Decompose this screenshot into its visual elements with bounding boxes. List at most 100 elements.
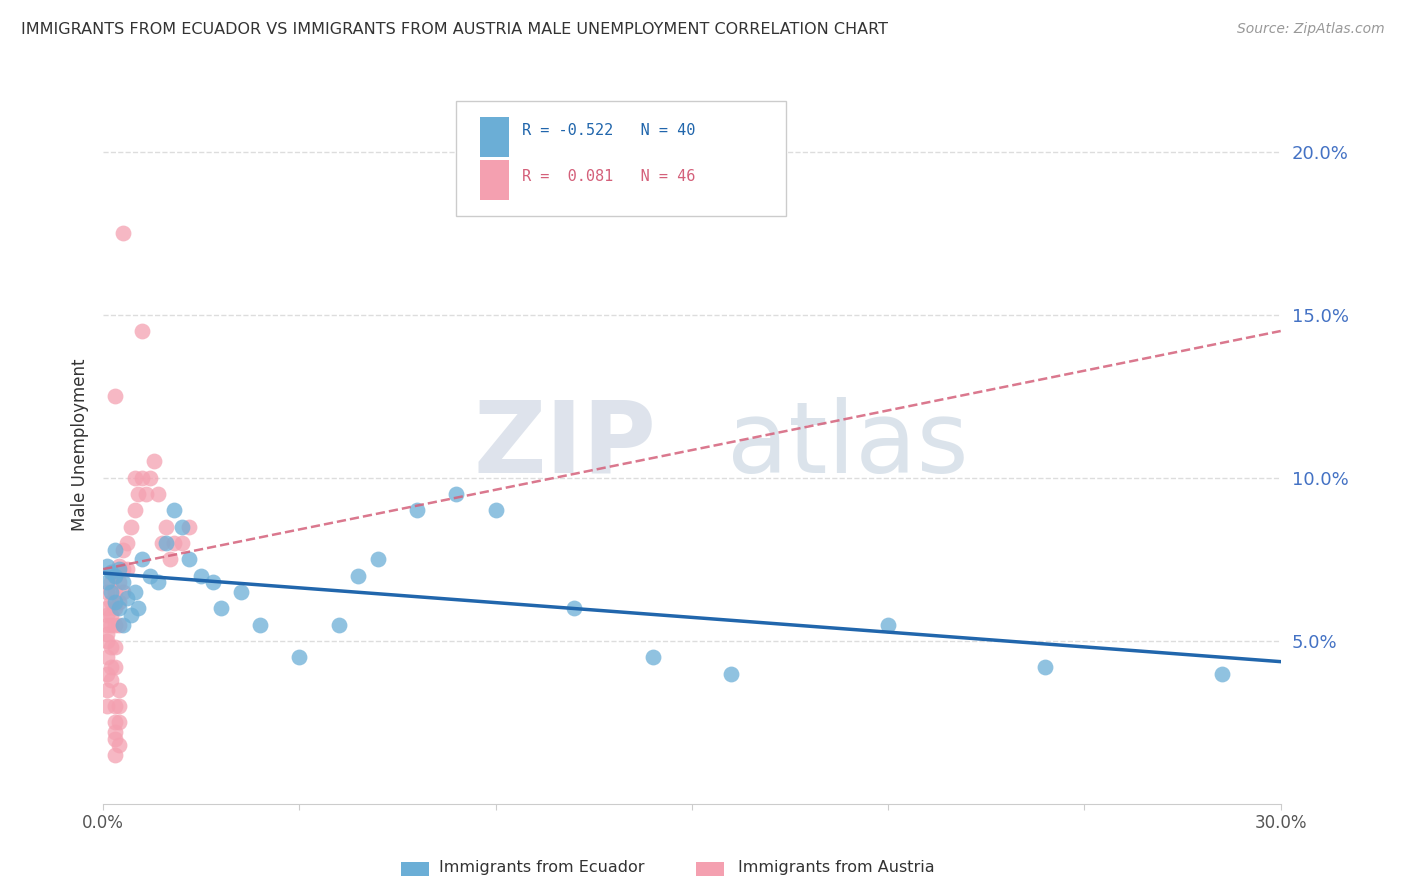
- Point: [135, 487, 157, 501]
- Point: [111, 617, 134, 632]
- Point: [131, 471, 153, 485]
- Point: [100, 617, 122, 632]
- Bar: [479, 117, 509, 157]
- Point: [120, 519, 142, 533]
- Point: [1033, 660, 1056, 674]
- Point: [229, 585, 252, 599]
- Point: [96, 575, 118, 590]
- Text: Immigrants from Austria: Immigrants from Austria: [738, 860, 935, 874]
- Text: IMMIGRANTS FROM ECUADOR VS IMMIGRANTS FROM AUSTRIA MALE UNEMPLOYMENT CORRELATION: IMMIGRANTS FROM ECUADOR VS IMMIGRANTS FR…: [21, 22, 889, 37]
- Point: [108, 739, 131, 753]
- Point: [170, 519, 193, 533]
- Point: [96, 627, 118, 641]
- Bar: [479, 161, 509, 200]
- Point: [115, 562, 138, 576]
- Point: [104, 595, 127, 609]
- Point: [96, 666, 118, 681]
- Point: [108, 558, 131, 573]
- Point: [347, 568, 370, 582]
- Point: [562, 601, 585, 615]
- Point: [159, 552, 181, 566]
- Point: [120, 607, 142, 622]
- Text: R = -0.522   N = 40: R = -0.522 N = 40: [523, 123, 696, 138]
- Point: [1211, 666, 1233, 681]
- Point: [127, 487, 149, 501]
- Point: [146, 575, 169, 590]
- Point: [170, 536, 193, 550]
- Point: [104, 542, 127, 557]
- Point: [163, 503, 186, 517]
- Text: R =  0.081   N = 46: R = 0.081 N = 46: [523, 169, 696, 185]
- Point: [100, 660, 122, 674]
- Point: [104, 731, 127, 746]
- Point: [104, 617, 127, 632]
- Point: [96, 699, 118, 714]
- Point: [104, 568, 127, 582]
- Point: [100, 640, 122, 655]
- Point: [209, 601, 232, 615]
- Point: [104, 585, 127, 599]
- Point: [96, 601, 118, 615]
- Point: [111, 562, 134, 576]
- Point: [131, 552, 153, 566]
- Point: [115, 536, 138, 550]
- Point: [111, 226, 134, 240]
- Text: Source: ZipAtlas.com: Source: ZipAtlas.com: [1237, 22, 1385, 37]
- Point: [202, 575, 225, 590]
- Point: [96, 682, 118, 697]
- Point: [155, 519, 177, 533]
- Point: [179, 519, 201, 533]
- Point: [104, 715, 127, 730]
- Point: [108, 617, 131, 632]
- Point: [96, 585, 118, 599]
- Point: [108, 575, 131, 590]
- Point: [100, 575, 122, 590]
- Point: [249, 617, 271, 632]
- Point: [124, 471, 146, 485]
- Point: [641, 650, 664, 665]
- Point: [406, 503, 429, 517]
- Point: [104, 725, 127, 739]
- Point: [163, 536, 186, 550]
- Point: [720, 666, 742, 681]
- Point: [104, 568, 127, 582]
- Point: [100, 595, 122, 609]
- Point: [127, 601, 149, 615]
- Point: [104, 660, 127, 674]
- Point: [155, 536, 177, 550]
- Point: [96, 607, 118, 622]
- Point: [96, 617, 118, 632]
- Point: [150, 536, 173, 550]
- Point: [143, 454, 166, 468]
- Point: [100, 566, 122, 580]
- Text: atlas: atlas: [727, 397, 969, 493]
- Point: [115, 591, 138, 606]
- Point: [139, 471, 162, 485]
- Point: [100, 585, 122, 599]
- Point: [108, 699, 131, 714]
- Point: [124, 585, 146, 599]
- Point: [485, 503, 508, 517]
- Point: [100, 607, 122, 622]
- Point: [146, 487, 169, 501]
- Point: [179, 552, 201, 566]
- FancyBboxPatch shape: [457, 101, 786, 216]
- Y-axis label: Male Unemployment: Male Unemployment: [72, 359, 89, 532]
- Point: [96, 650, 118, 665]
- Point: [446, 487, 468, 501]
- Point: [877, 617, 900, 632]
- Point: [104, 601, 127, 615]
- Point: [328, 617, 350, 632]
- Point: [104, 389, 127, 403]
- Point: [104, 747, 127, 762]
- Point: [139, 568, 162, 582]
- Point: [111, 542, 134, 557]
- Point: [367, 552, 389, 566]
- Point: [111, 585, 134, 599]
- Point: [108, 562, 131, 576]
- Point: [100, 673, 122, 687]
- Point: [124, 503, 146, 517]
- Point: [190, 568, 212, 582]
- Text: ZIP: ZIP: [474, 397, 657, 493]
- Point: [104, 699, 127, 714]
